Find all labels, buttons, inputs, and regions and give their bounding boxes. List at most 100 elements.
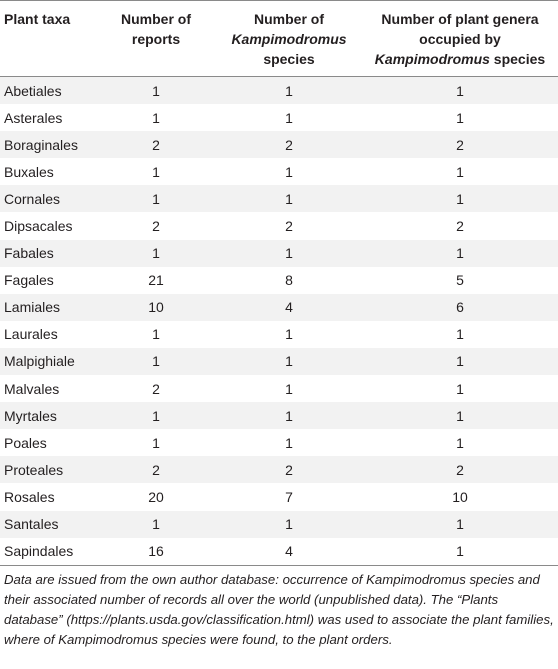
cell-number-of-reports: 1 (152, 326, 160, 343)
cell-plant-taxa: Cornales (0, 185, 96, 213)
cell-number-of-genera: 5 (456, 272, 464, 289)
cell-number-of-species: 1 (216, 239, 362, 267)
cell-number-of-species: 1 (216, 185, 362, 213)
cell-number-of-reports: 1 (96, 185, 216, 213)
cell-plant-taxa: Lamiales (0, 293, 96, 321)
cell-number-of-species: 4 (216, 293, 362, 321)
cell-number-of-species: 4 (285, 543, 293, 560)
cell-number-of-genera: 1 (456, 380, 464, 397)
cell-number-of-reports: 1 (96, 347, 216, 376)
cell-plant-taxa: Proteales (0, 456, 96, 484)
cell-plant-taxa: Laurales (4, 326, 58, 343)
cell-number-of-species: 1 (285, 380, 293, 397)
cell-number-of-reports: 2 (152, 380, 160, 397)
cell-number-of-species: 1 (285, 326, 293, 343)
header-number-of-species: Number of Kampimodromus species (216, 0, 362, 77)
cell-plant-taxa: Sapindales (4, 543, 74, 560)
data-table: Plant taxa Number of reports Number of K… (0, 0, 558, 565)
cell-number-of-genera: 2 (362, 456, 558, 484)
cell-number-of-reports: 2 (96, 456, 216, 484)
cell-number-of-reports: 1 (96, 510, 216, 538)
header-genera-line3-italic: Kampimodromus (374, 51, 490, 67)
header-species-line1: Number of (254, 11, 324, 27)
table-row: Boraginales 2 2 2 (0, 131, 558, 159)
table-row: Rosales 20 7 10 (0, 483, 558, 510)
cell-number-of-species: 2 (285, 218, 293, 235)
cell-plant-taxa: Dipsacales (4, 218, 73, 235)
cell-number-of-genera: 1 (362, 510, 558, 538)
table-bottom-rule (0, 564, 558, 566)
header-genera-line1: Number of plant genera (381, 11, 539, 27)
header-reports-line2: reports (131, 31, 181, 47)
cell-plant-taxa: Malvales (4, 380, 60, 397)
cell-number-of-species: 1 (285, 434, 293, 451)
table-row: Buxales 1 1 1 (0, 158, 558, 185)
table-row: Laurales 1 1 1 (0, 321, 558, 348)
table-row: Sapindales 16 4 1 (0, 538, 558, 565)
cell-plant-taxa: Rosales (4, 488, 55, 505)
cell-number-of-genera: 10 (452, 488, 468, 505)
table-row: Dipsacales 2 2 2 (0, 212, 558, 239)
table-row: Fabales 1 1 1 (0, 239, 558, 267)
cell-number-of-species: 2 (216, 131, 362, 159)
cell-number-of-reports: 10 (96, 293, 216, 321)
header-number-of-reports: Number of reports (96, 0, 216, 77)
cell-number-of-genera: 1 (362, 185, 558, 213)
cell-plant-taxa: Malpighiale (0, 347, 96, 376)
cell-plant-taxa: Boraginales (0, 131, 96, 159)
cell-number-of-species: 8 (285, 272, 293, 289)
cell-plant-taxa: Poales (4, 434, 47, 451)
cell-number-of-reports: 20 (148, 488, 164, 505)
cell-number-of-species: 1 (285, 163, 293, 180)
cell-number-of-genera: 1 (456, 543, 464, 560)
cell-number-of-genera: 1 (362, 347, 558, 376)
cell-plant-taxa: Santales (0, 510, 96, 538)
cell-number-of-reports: 16 (148, 543, 164, 560)
cell-number-of-reports: 1 (96, 76, 216, 105)
header-plant-taxa-label: Plant taxa (4, 11, 71, 27)
table-row: Malpighiale 1 1 1 (0, 347, 558, 376)
table-header: Plant taxa Number of reports Number of K… (0, 0, 558, 77)
cell-number-of-reports: 1 (152, 163, 160, 180)
cell-number-of-genera: 1 (456, 326, 464, 343)
header-reports-line1: Number of (121, 11, 191, 27)
cell-number-of-genera: 1 (362, 239, 558, 267)
cell-number-of-species: 1 (216, 76, 362, 105)
cell-plant-taxa: Buxales (4, 163, 54, 180)
cell-number-of-species: 1 (216, 510, 362, 538)
table-body: Abetiales 1 1 1 Asterales 1 1 1 Boraginales 2 2 2 Bu… (0, 76, 558, 565)
cell-number-of-species: 1 (216, 402, 362, 430)
table-row: Malvales 2 1 1 (0, 375, 558, 402)
table-row: Abetiales 1 1 1 (0, 76, 558, 105)
cell-number-of-species: 1 (285, 109, 293, 126)
table-row: Lamiales 10 4 6 (0, 293, 558, 321)
cell-number-of-genera: 2 (456, 218, 464, 235)
cell-number-of-genera: 1 (456, 163, 464, 180)
table-row: Proteales 2 2 2 (0, 456, 558, 484)
cell-number-of-genera: 1 (362, 76, 558, 105)
cell-number-of-reports: 2 (96, 131, 216, 159)
table-row: Santales 1 1 1 (0, 510, 558, 538)
header-species-line3: species (263, 51, 315, 67)
table-row: Poales 1 1 1 (0, 429, 558, 456)
cell-plant-taxa: Abetiales (0, 76, 96, 105)
header-species-line2: Kampimodromus (231, 31, 347, 47)
table-row: Cornales 1 1 1 (0, 185, 558, 213)
cell-plant-taxa: Fagales (4, 272, 54, 289)
cell-number-of-genera: 2 (362, 131, 558, 159)
cell-number-of-reports: 1 (96, 239, 216, 267)
header-genera-line2: occupied by (419, 31, 501, 47)
cell-number-of-species: 7 (285, 488, 293, 505)
header-number-of-genera: Number of plant genera occupied by Kampi… (362, 0, 558, 77)
cell-number-of-reports: 1 (152, 434, 160, 451)
cell-plant-taxa: Asterales (4, 109, 63, 126)
cell-number-of-genera: 6 (362, 293, 558, 321)
header-plant-taxa: Plant taxa (0, 0, 96, 77)
cell-number-of-genera: 1 (456, 109, 464, 126)
cell-number-of-reports: 2 (152, 218, 160, 235)
table-row: Myrtales 1 1 1 (0, 402, 558, 430)
table-row: Asterales 1 1 1 (0, 104, 558, 131)
cell-number-of-genera: 1 (456, 434, 464, 451)
table-row: Fagales 21 8 5 (0, 267, 558, 294)
